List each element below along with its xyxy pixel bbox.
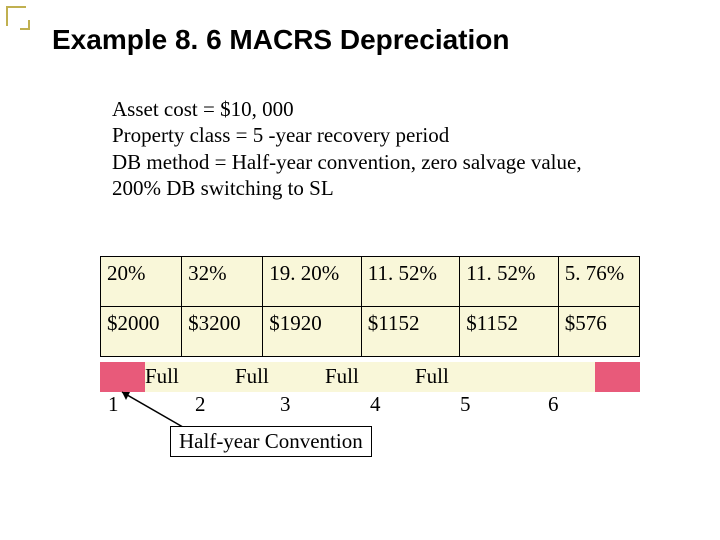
cell-rate-1: 20%: [101, 257, 182, 307]
table-row: $2000 $3200 $1920 $1152 $1152 $576: [101, 307, 640, 357]
half-year-right: [595, 362, 640, 392]
year-num-4: 4: [370, 392, 381, 417]
cell-amt-5: $1152: [460, 307, 559, 357]
year-num-6: 6: [548, 392, 559, 417]
table-row: 20% 32% 19. 20% 11. 52% 11. 52% 5. 76%: [101, 257, 640, 307]
detail-line-1: Asset cost = $10, 000: [112, 96, 582, 122]
cell-rate-6: 5. 76%: [558, 257, 639, 307]
cell-rate-2: 32%: [182, 257, 263, 307]
detail-line-3: DB method = Half-year convention, zero s…: [112, 149, 582, 175]
cell-amt-4: $1152: [361, 307, 460, 357]
cell-amt-2: $3200: [182, 307, 263, 357]
cell-rate-4: 11. 52%: [361, 257, 460, 307]
detail-line-2: Property class = 5 -year recovery period: [112, 122, 582, 148]
caption-half-year: Half-year Convention: [170, 426, 372, 457]
corner-ornament-inner: [20, 20, 30, 30]
year-num-5: 5: [460, 392, 471, 417]
asset-details: Asset cost = $10, 000 Property class = 5…: [112, 96, 582, 201]
cell-amt-6: $576: [558, 307, 639, 357]
detail-line-4: 200% DB switching to SL: [112, 175, 582, 201]
cell-amt-1: $2000: [101, 307, 182, 357]
full-label-4: Full: [415, 364, 449, 389]
page-title: Example 8. 6 MACRS Depreciation: [52, 24, 509, 56]
macrs-table: 20% 32% 19. 20% 11. 52% 11. 52% 5. 76% $…: [100, 256, 640, 357]
cell-rate-5: 11. 52%: [460, 257, 559, 307]
cell-rate-3: 19. 20%: [263, 257, 362, 307]
cell-amt-3: $1920: [263, 307, 362, 357]
full-label-3: Full: [325, 364, 359, 389]
